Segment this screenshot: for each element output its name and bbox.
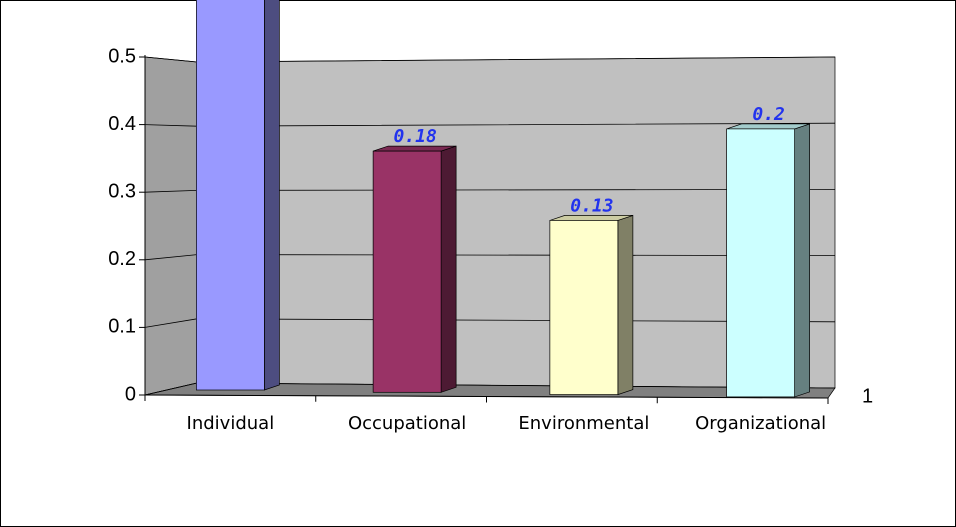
bar-side bbox=[617, 214, 634, 396]
bar bbox=[726, 128, 795, 398]
bar-side bbox=[440, 145, 457, 393]
x-tick-label: Occupational bbox=[348, 413, 466, 434]
value-label: 0.18 bbox=[393, 126, 436, 147]
bar-side bbox=[794, 123, 810, 398]
bar bbox=[549, 220, 619, 395]
y-tick-label: 0 bbox=[125, 383, 136, 405]
y-tick-label: 0.1 bbox=[108, 316, 136, 338]
side-wall bbox=[144, 56, 198, 396]
x-tick-label: Individual bbox=[187, 413, 275, 434]
y-tick-label: 0.3 bbox=[108, 180, 136, 202]
value-label: 0.13 bbox=[570, 195, 613, 216]
y-tick-label: 0.2 bbox=[108, 248, 136, 270]
bar bbox=[372, 150, 442, 393]
bar bbox=[196, 0, 265, 391]
bar-side bbox=[264, 0, 280, 391]
x-tick-label: Environmental bbox=[518, 413, 649, 434]
value-label: 0.2 bbox=[752, 104, 785, 125]
x-tick-label: Organizational bbox=[695, 413, 826, 434]
y-tick-label: 0.5 bbox=[108, 45, 136, 67]
y-tick-label: 0.4 bbox=[108, 113, 136, 135]
depth-label: 1 bbox=[862, 385, 873, 407]
